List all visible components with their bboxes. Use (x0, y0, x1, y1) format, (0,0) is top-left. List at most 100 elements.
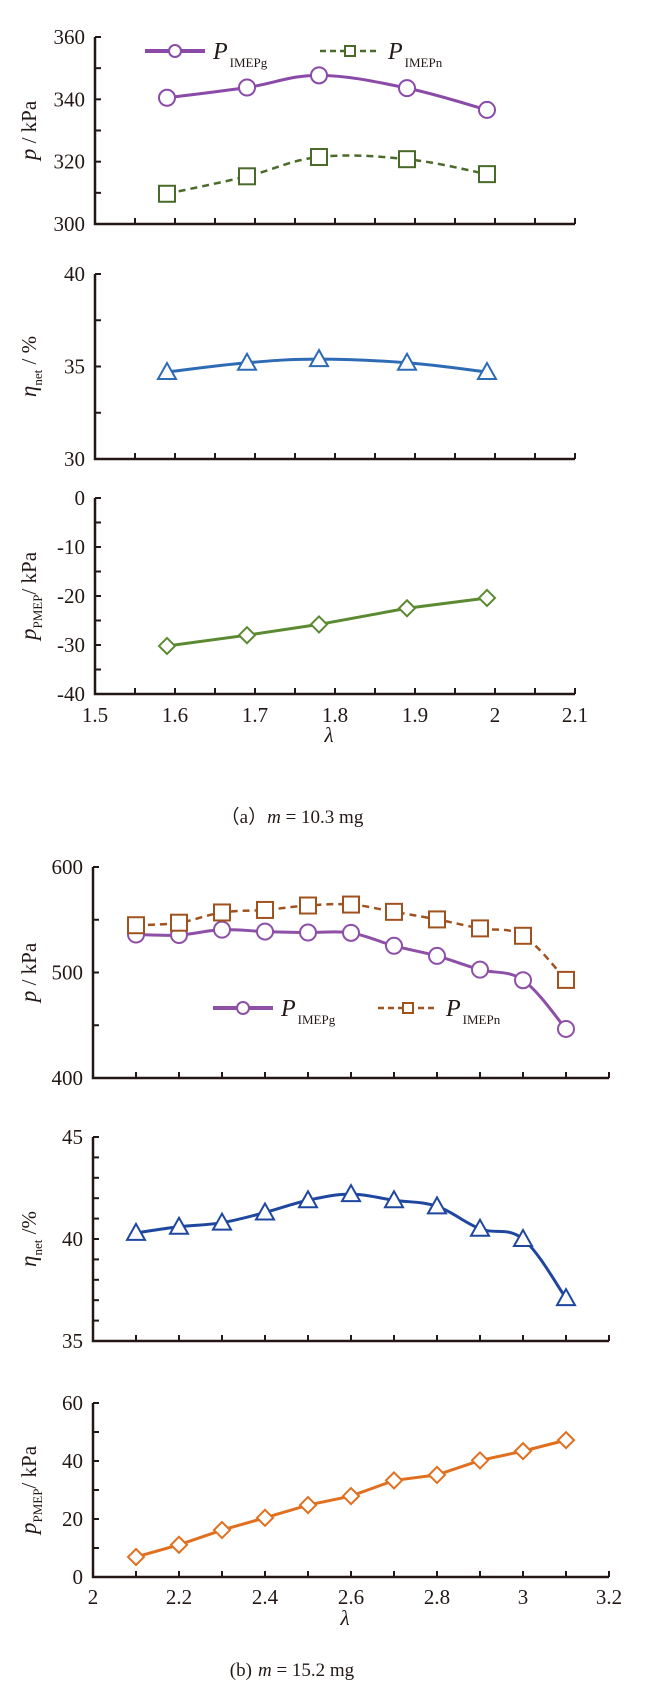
data-point-triangle (383, 1189, 405, 1209)
caption-b: (b) m = 15.2 mg (230, 1660, 355, 1681)
caption-a-text: = 10.3 mg (281, 807, 364, 828)
data-point-square (478, 165, 496, 184)
x-axis-title: λ (323, 723, 333, 747)
data-point-triangle (211, 1211, 233, 1231)
y-tick-label: 300 (54, 212, 86, 236)
y-axis-title-unit: / kPa (17, 551, 41, 594)
legend-label-var: P (445, 996, 461, 1022)
data-point-square (170, 913, 188, 932)
y-tick-label: 20 (62, 1507, 83, 1531)
data-point-triangle (426, 1195, 448, 1215)
data-point-circle (514, 971, 532, 990)
y-tick-label: 45 (62, 1125, 83, 1149)
data-point-square (127, 916, 145, 935)
x-tick-label: 1.9 (402, 703, 428, 727)
data-point-triangle (156, 361, 178, 381)
data-point-diamond (157, 636, 177, 656)
data-point-triangle (125, 1221, 147, 1241)
y-tick-label: 0 (73, 1565, 84, 1589)
data-point-square (398, 150, 416, 169)
legend-marker-circle (236, 1001, 250, 1015)
data-point-circle (238, 78, 256, 97)
y-axis-title-sub: net (30, 1239, 45, 1255)
data-point-square (238, 167, 256, 186)
y-tick-label: 340 (54, 87, 86, 111)
y-axis-title-sub: PMEP (30, 1489, 45, 1523)
y-tick-label: 400 (52, 1066, 84, 1090)
y-tick-label: 40 (64, 262, 85, 286)
y-tick-label: -40 (57, 682, 85, 706)
data-point-triangle (512, 1227, 534, 1247)
x-tick-label: 1.6 (162, 703, 188, 727)
y-axis-title: pPMEP/ kPa (16, 551, 45, 642)
data-point-square (471, 919, 489, 938)
data-point-square (514, 926, 532, 945)
caption-b-text: = 15.2 mg (272, 1660, 355, 1681)
caption-a-label: （a） (221, 806, 267, 828)
x-tick-label: 1.7 (242, 703, 268, 727)
legend-marker-circle (168, 44, 182, 58)
y-axis-title: ηnet / % (16, 336, 45, 397)
data-point-square (256, 900, 274, 919)
data-point-square (213, 903, 231, 922)
data-point-triangle (236, 351, 258, 371)
x-tick-label: 2.4 (252, 1585, 279, 1609)
y-axis-title-unit: /% (17, 1211, 41, 1240)
data-point-diamond (298, 1495, 318, 1515)
legend-label: P IMEPn (445, 996, 501, 1027)
data-point-circle (256, 922, 274, 941)
data-point-circle (428, 946, 446, 965)
caption-b-var: m (258, 1660, 272, 1681)
data-point-square (428, 910, 446, 929)
y-tick-label: -30 (57, 633, 85, 657)
y-axis-title: pPMEP/ kPa (16, 1445, 45, 1536)
data-point-circle (557, 1019, 575, 1038)
x-tick-label: 2 (88, 1585, 99, 1609)
y-tick-label: 0 (75, 486, 86, 510)
y-axis-title-sub: PMEP (30, 595, 45, 629)
data-point-square (158, 184, 176, 203)
y-tick-label: 500 (52, 961, 84, 985)
x-axis-title: λ (339, 1606, 349, 1630)
y-tick-label: 35 (64, 355, 85, 379)
data-point-circle (310, 66, 328, 85)
data-point-diamond (397, 598, 417, 618)
data-point-circle (213, 920, 231, 939)
caption-b-label: (b) (230, 1660, 252, 1681)
data-point-diamond (427, 1465, 447, 1485)
data-point-triangle (476, 361, 498, 381)
series-line-IMEPg (135, 928, 568, 1030)
y-axis-title-var: η (16, 1256, 41, 1267)
y-axis-title-unit: / kPa (17, 942, 41, 991)
legend-label-var: P (212, 39, 228, 65)
data-point-square (557, 970, 575, 989)
series-line-IMEPn (135, 902, 567, 981)
y-axis-title: p / kPa (16, 942, 41, 1004)
y-tick-label: 30 (64, 447, 85, 471)
axis-lines (91, 1137, 609, 1343)
x-tick-label: 3.2 (596, 1585, 622, 1609)
y-tick-label: 60 (62, 1391, 83, 1415)
data-point-diamond (212, 1520, 232, 1540)
legend-label-sub: IMEPn (463, 1012, 501, 1027)
y-axis-title-unit: / kPa (17, 1445, 41, 1488)
y-axis-title: p / kPa (16, 100, 41, 162)
y-axis-title-unit: / kPa (17, 100, 41, 149)
y-axis-title-sub: net (30, 369, 45, 385)
y-axis-title-var: η (16, 386, 41, 397)
y-tick-label: -10 (57, 535, 85, 559)
legend-label-sub: IMEPg (298, 1012, 336, 1027)
data-point-circle (158, 88, 176, 107)
x-tick-label: 3 (518, 1585, 529, 1609)
data-point-diamond (477, 588, 497, 608)
legend-marker-square (402, 1002, 414, 1014)
y-axis-title-var: p (16, 629, 41, 643)
data-point-diamond (237, 625, 257, 645)
legend-marker-square (344, 45, 356, 57)
y-tick-label: 360 (54, 25, 86, 49)
y-axis-title-var: p (16, 1523, 41, 1537)
data-point-triangle (469, 1217, 491, 1237)
axis-lines (93, 498, 575, 696)
